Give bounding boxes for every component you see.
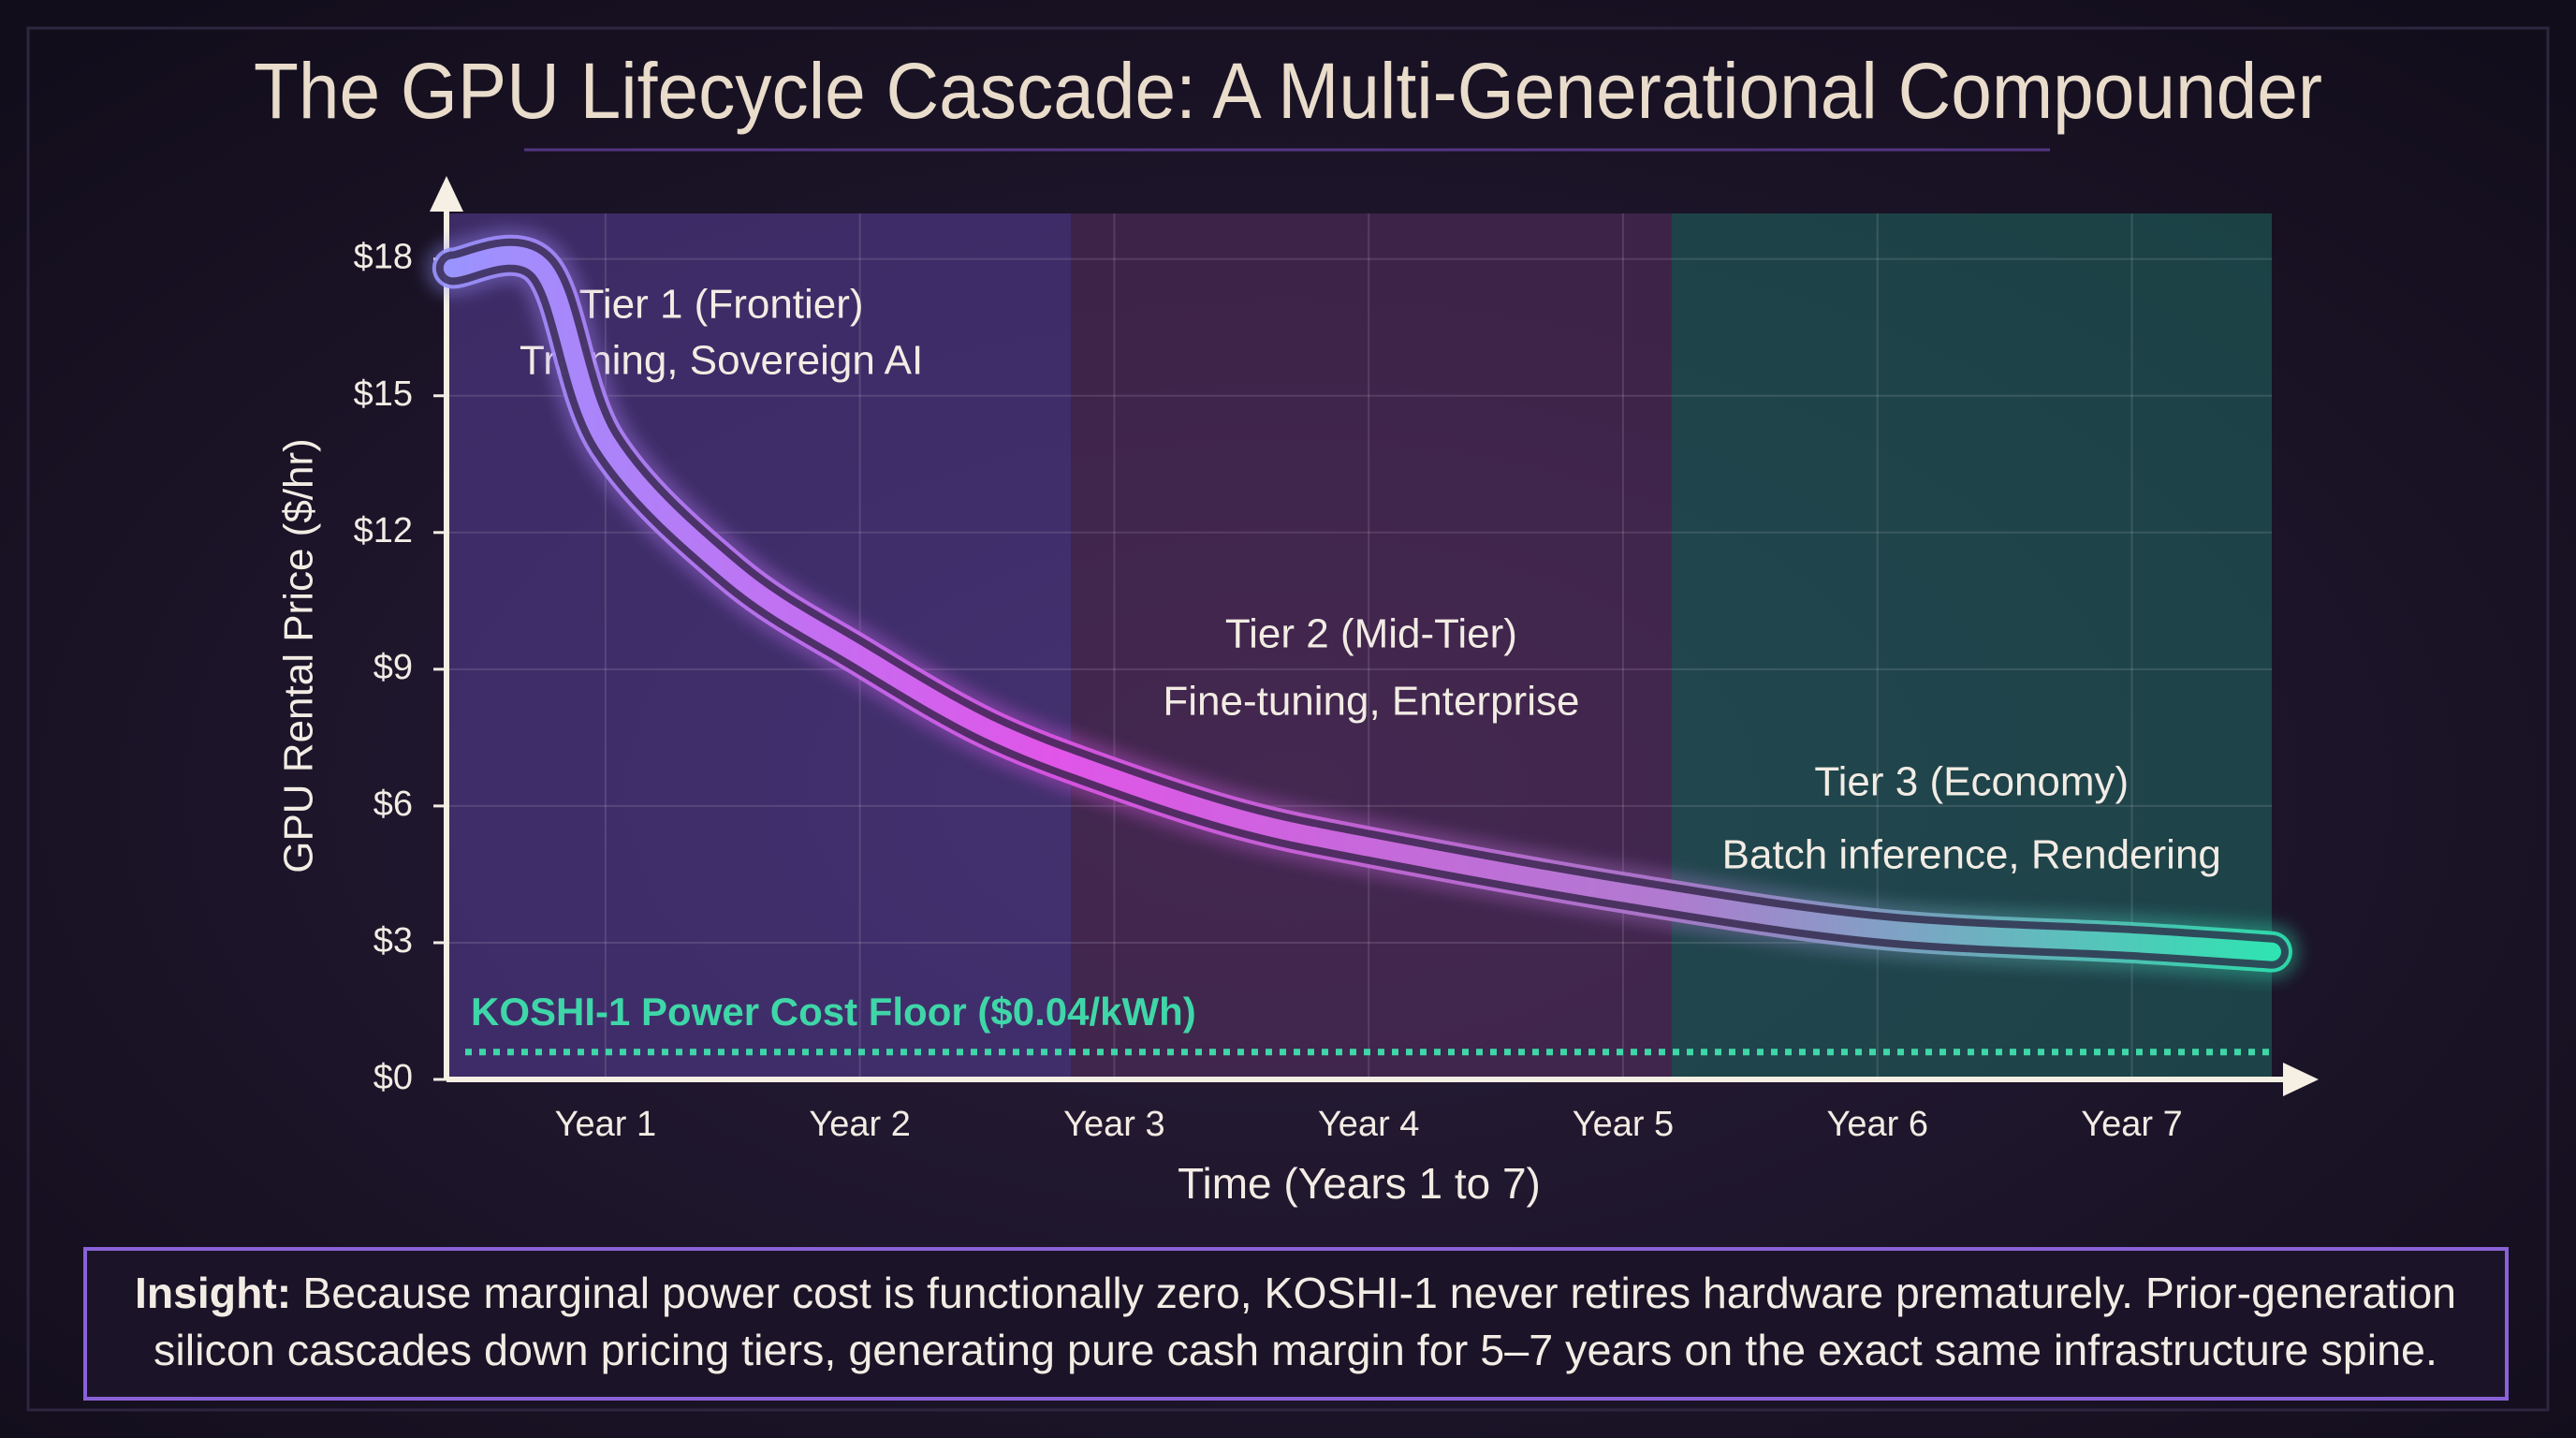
x-tick-label: Year 2 xyxy=(809,1105,910,1144)
x-tick-label: Year 4 xyxy=(1318,1105,1419,1144)
y-tick-label: $18 xyxy=(354,238,413,277)
chart-title: The GPU Lifecycle Cascade: A Multi-Gener… xyxy=(254,47,2322,135)
y-tick-label: $15 xyxy=(354,374,413,414)
y-tick-label: $3 xyxy=(373,921,413,961)
y-tick-label: $0 xyxy=(373,1058,413,1097)
x-tick-label: Year 5 xyxy=(1573,1105,1674,1144)
x-tick-label: Year 7 xyxy=(2081,1105,2182,1144)
frame xyxy=(26,26,2550,1412)
insight-line: silicon cascades down pricing tiers, gen… xyxy=(154,1326,2437,1374)
tier-subtitle: Batch inference, Rendering xyxy=(1722,832,2221,878)
x-axis-label: Time (Years 1 to 7) xyxy=(1178,1159,1541,1208)
y-axis-label: GPU Rental Price ($/hr) xyxy=(276,438,322,873)
line xyxy=(443,245,2281,961)
tier-band xyxy=(1071,213,1672,1079)
y-tick-label: $9 xyxy=(373,648,413,687)
tier-title: Tier 2 (Mid-Tier) xyxy=(1225,611,1517,657)
tier-subtitle: Fine-tuning, Enterprise xyxy=(1163,679,1579,725)
x-tick-label: Year 1 xyxy=(555,1105,656,1144)
x-tick-label: Year 3 xyxy=(1063,1105,1164,1144)
insight-text: Insight: Because marginal power cost is f… xyxy=(135,1269,2456,1317)
x-tick-label: Year 6 xyxy=(1827,1105,1928,1144)
power-floor-label: KOSHI-1 Power Cost Floor ($0.04/kWh) xyxy=(471,990,1196,1034)
y-tick-label: $6 xyxy=(373,785,413,824)
insight-label: Insight: xyxy=(135,1269,291,1317)
tier-title: Tier 3 (Economy) xyxy=(1814,759,2129,805)
x-axis-arrow xyxy=(2283,1063,2319,1096)
y-axis-arrow xyxy=(430,176,463,212)
tier-title: Tier 1 (Frontier) xyxy=(579,282,864,328)
y-tick-label: $12 xyxy=(354,511,413,550)
insight-box xyxy=(83,1247,2509,1401)
insight-line: Because marginal power cost is functiona… xyxy=(302,1269,2456,1317)
